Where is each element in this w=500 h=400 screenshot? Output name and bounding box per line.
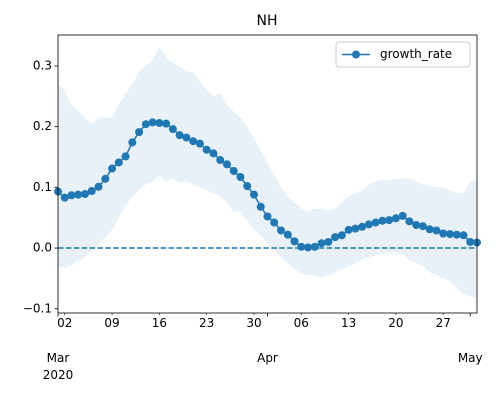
marker xyxy=(344,225,353,234)
marker xyxy=(141,120,150,129)
marker xyxy=(297,242,306,251)
marker xyxy=(60,193,69,202)
marker xyxy=(101,174,110,183)
marker xyxy=(378,216,387,225)
marker xyxy=(67,191,76,200)
marker xyxy=(155,119,164,128)
x-minor-tick-label: 13 xyxy=(341,316,356,330)
marker xyxy=(148,118,157,127)
marker xyxy=(351,224,360,233)
y-tick-label: −0.1 xyxy=(23,301,52,315)
marker xyxy=(412,220,421,229)
marker xyxy=(74,190,83,199)
marker xyxy=(418,222,427,231)
marker xyxy=(263,212,272,221)
marker xyxy=(94,182,103,191)
y-tick-label: 0.3 xyxy=(33,58,52,72)
x-minor-tick-label: 30 xyxy=(246,316,261,330)
x-minor-tick-label: 20 xyxy=(388,316,403,330)
marker xyxy=(337,231,346,240)
marker xyxy=(216,156,225,165)
legend: growth_rate xyxy=(335,41,471,68)
legend-label: growth_rate xyxy=(380,47,452,61)
x-minor-tick-label: 09 xyxy=(104,316,119,330)
marker xyxy=(358,222,367,231)
marker xyxy=(243,182,252,191)
marker xyxy=(168,125,177,134)
marker xyxy=(256,202,265,211)
marker xyxy=(371,218,380,227)
marker xyxy=(317,239,326,248)
marker xyxy=(466,237,475,246)
marker xyxy=(324,237,333,246)
marker xyxy=(452,230,461,239)
marker xyxy=(189,137,198,146)
legend-marker xyxy=(352,50,360,59)
x-tick-label: Apr xyxy=(257,351,278,365)
marker xyxy=(229,166,238,175)
marker xyxy=(283,230,292,239)
marker xyxy=(114,158,123,167)
confidence-band xyxy=(58,47,477,298)
marker xyxy=(405,217,414,226)
marker xyxy=(236,173,245,182)
marker xyxy=(304,243,313,252)
marker xyxy=(445,230,454,239)
marker xyxy=(175,131,184,140)
chart-title: NH xyxy=(257,13,278,29)
legend-frame xyxy=(335,41,471,68)
marker xyxy=(249,190,258,199)
marker xyxy=(182,133,191,142)
marker xyxy=(331,233,340,242)
x-minor-tick-label: 06 xyxy=(294,316,309,330)
y-tick-label: 0.1 xyxy=(33,180,52,194)
marker xyxy=(108,164,117,173)
marker xyxy=(277,226,286,235)
marker xyxy=(459,231,468,240)
x-minor-tick-label: 23 xyxy=(199,316,214,330)
marker xyxy=(135,128,144,137)
marker xyxy=(87,186,96,195)
marker xyxy=(128,138,137,147)
marker xyxy=(385,216,394,225)
x-minor-tick-label: 27 xyxy=(436,316,451,330)
marker xyxy=(290,237,299,246)
x-tick-label: Mar 2020 xyxy=(42,351,74,382)
marker xyxy=(162,119,171,128)
marker xyxy=(310,242,319,251)
marker xyxy=(222,160,231,169)
x-tick-label: May xyxy=(457,351,483,365)
marker xyxy=(432,226,441,235)
marker xyxy=(202,145,211,154)
marker xyxy=(391,214,400,223)
x-minor-tick-label: 16 xyxy=(152,316,167,330)
marker xyxy=(81,190,90,199)
x-minor-tick-label: 02 xyxy=(57,316,72,330)
marker xyxy=(398,211,407,220)
marker xyxy=(425,225,434,234)
marker xyxy=(209,149,218,158)
marker xyxy=(121,152,130,161)
marker xyxy=(364,220,373,229)
marker xyxy=(195,139,204,148)
marker xyxy=(439,229,448,238)
y-tick-label: 0.2 xyxy=(33,119,52,133)
y-tick-label: 0.0 xyxy=(33,241,52,255)
marker xyxy=(270,218,279,227)
